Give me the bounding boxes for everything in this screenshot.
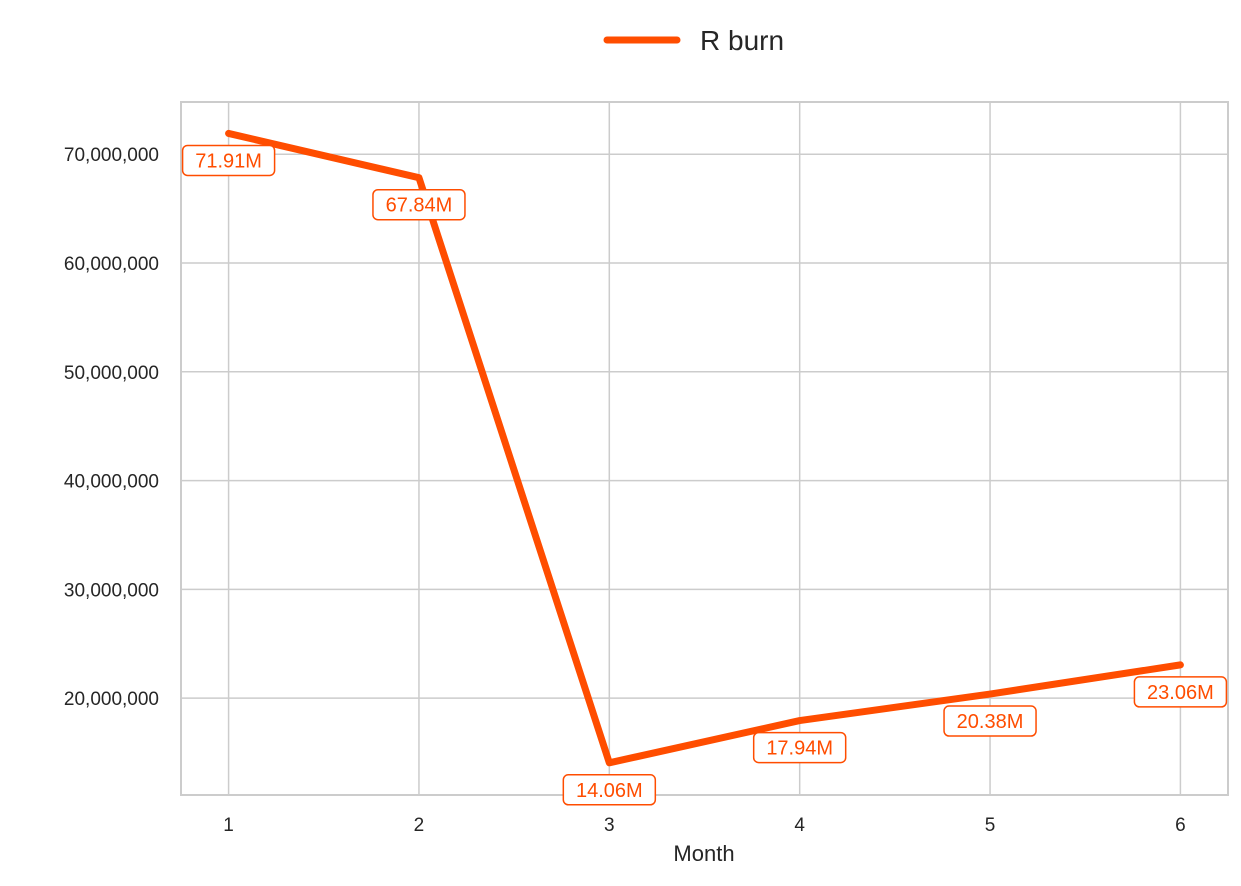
data-label-box [1133,676,1228,708]
data-label: 67.84M [372,188,466,221]
x-tick-label: 1 [223,815,234,836]
x-tick-label: 2 [414,815,425,836]
data-label-box [943,705,1037,737]
data-label-text: 17.94M [766,738,833,760]
plot-frame [180,101,1229,796]
grid [181,102,1228,795]
data-label-text: 71.91M [195,150,262,172]
data-label-box [752,731,847,764]
data-label-box [562,774,657,806]
x-tick-label: 5 [985,815,996,836]
x-tick-label: 3 [604,815,615,836]
data-label-text: 14.06M [576,780,643,802]
data-label: 14.06M [562,774,657,806]
plot-border [180,101,1229,796]
y-axis: 20,000,000 30,000,000 40,000,000 50,000,000… [64,145,159,710]
x-tick-label: 6 [1175,815,1186,836]
data-label-box [372,188,466,221]
data-label: 20.38M [943,705,1037,737]
y-tick-label: 40,000,000 [64,472,159,493]
data-label: 17.94M [752,731,847,764]
data-label: 71.91M [181,144,276,177]
data-label-text: 20.38M [957,711,1024,733]
y-tick-label: 30,000,000 [64,580,159,601]
x-axis: 1 2 3 4 5 6 [223,815,1185,836]
data-label-text: 67.84M [386,195,453,217]
data-label-box [181,144,276,177]
legend: R burn [603,25,784,56]
x-axis-label: Month [673,841,734,866]
y-tick-label: 20,000,000 [64,689,159,710]
series-line [225,129,1184,767]
series-layer [225,129,1184,767]
data-label: 23.06M [1133,676,1228,708]
data-label-text: 23.06M [1147,682,1214,704]
legend-label: R burn [700,25,784,56]
data-labels: 71.91M 67.84M 14.06M 17.94M 20.38M 23.06M [181,144,1228,806]
y-tick-label: 60,000,000 [64,254,159,275]
y-tick-label: 50,000,000 [64,363,159,384]
x-tick-label: 4 [794,815,805,836]
y-tick-label: 70,000,000 [64,145,159,166]
